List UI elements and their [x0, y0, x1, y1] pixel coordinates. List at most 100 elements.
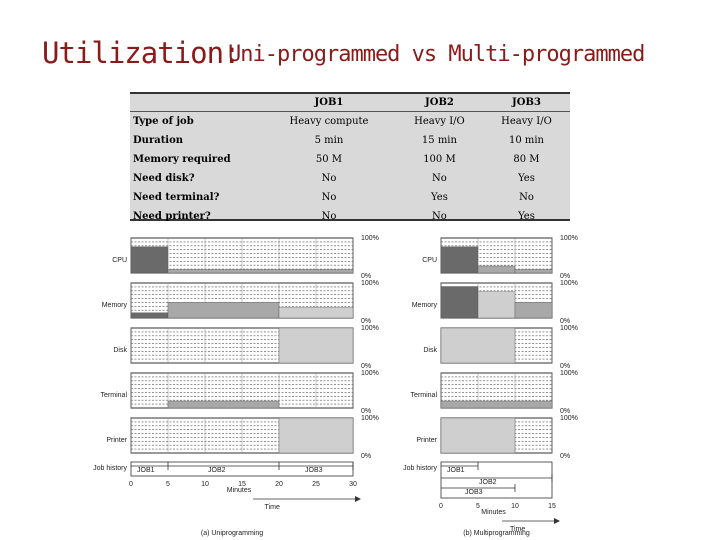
- table-cell: Heavy compute: [289, 116, 369, 127]
- percent-label-top: 100%: [560, 370, 578, 377]
- row-label: Need terminal?: [133, 192, 220, 203]
- multi-terminal-panel: Terminal 100% 0%: [411, 370, 578, 415]
- resource-label: Disk: [113, 347, 127, 354]
- percent-label-bottom: 0%: [560, 453, 570, 460]
- utilization-bar: [514, 302, 553, 319]
- percent-label-top: 100%: [560, 280, 578, 287]
- table-row: Type of job Heavy compute Heavy I/O Heav…: [130, 112, 570, 132]
- utilization-bar: [130, 246, 169, 274]
- table-cell: Heavy I/O: [501, 116, 552, 127]
- percent-label-bottom: 0%: [560, 408, 570, 415]
- utilization-bar: [440, 286, 479, 319]
- table-cell: 5 min: [314, 135, 344, 146]
- resource-label: Memory: [412, 302, 438, 309]
- job-history-label: Job history: [403, 465, 437, 472]
- row-label: Need printer?: [133, 211, 211, 222]
- table-cell: Yes: [518, 173, 535, 184]
- table-header: JOB1: [262, 94, 396, 112]
- table-cell: No: [432, 211, 447, 222]
- table-cell: Heavy I/O: [414, 116, 465, 127]
- table-cell: 50 M: [315, 154, 343, 165]
- uni-section: CPU100%0%Memory100%0%Disk100%0%Terminal1…: [93, 235, 379, 537]
- percent-label-top: 100%: [361, 235, 379, 242]
- table-row: Need printer? No No Yes: [130, 207, 570, 226]
- time-label: Time: [510, 526, 525, 533]
- table-header-row: JOB1 JOB2 JOB3: [130, 94, 570, 112]
- x-tick-label: 30: [349, 481, 357, 488]
- utilization-bar: [278, 307, 354, 319]
- panel-caption: (b) Multiprogramming: [463, 530, 530, 537]
- row-label: Memory required: [133, 154, 231, 165]
- table-cell: No: [321, 173, 337, 184]
- time-arrow-head: [355, 496, 361, 502]
- percent-label-bottom: 0%: [361, 273, 371, 280]
- x-axis-label: Minutes: [481, 509, 506, 516]
- percent-label-bottom: 0%: [560, 363, 570, 370]
- percent-label-top: 100%: [560, 235, 578, 242]
- resource-label: Terminal: [101, 392, 128, 399]
- utilization-bar: [440, 400, 553, 409]
- table-header: JOB2: [395, 94, 483, 112]
- x-tick-label: 10: [511, 503, 519, 510]
- table-row: Need disk? No No Yes: [130, 169, 570, 188]
- table-header: [130, 94, 262, 112]
- percent-label-bottom: 0%: [361, 408, 371, 415]
- utilization-bar: [514, 269, 553, 274]
- percent-label-bottom: 0%: [361, 453, 371, 460]
- job-table: JOB1 JOB2 JOB3 Type of job Heavy compute…: [130, 92, 570, 222]
- x-tick-label: 15: [548, 503, 556, 510]
- uni-printer-panel: Printer 100% 0%: [106, 415, 379, 460]
- x-tick-label: 0: [129, 481, 133, 488]
- table-cell: 10 min: [508, 135, 544, 146]
- resource-label: Printer: [106, 437, 127, 444]
- resource-label: Terminal: [411, 392, 438, 399]
- multi-printer-panel: Printer 100% 0%: [416, 415, 578, 460]
- job-history-label: Job history: [93, 465, 127, 472]
- table-cell: 100 M: [423, 154, 456, 165]
- resource-label: Memory: [102, 302, 128, 309]
- table-row: Need terminal? No Yes No: [130, 188, 570, 207]
- table-cell: Yes: [431, 192, 448, 203]
- slide-title: Utilization: Uni-programmed vs Multi-pro…: [0, 36, 720, 76]
- table-header: JOB3: [482, 94, 570, 112]
- uni-disk-panel: Disk 100% 0%: [113, 325, 379, 370]
- percent-label-top: 100%: [361, 415, 379, 422]
- utilization-bar: [278, 417, 354, 454]
- table-cell: Yes: [518, 211, 535, 222]
- x-tick-label: 5: [476, 503, 480, 510]
- x-axis-label: Minutes: [227, 487, 252, 494]
- job-label: JOB1: [137, 467, 155, 474]
- utilization-bar: [167, 400, 280, 409]
- utilization-bar: [167, 302, 280, 319]
- time-label: Time: [265, 504, 280, 511]
- job-label: JOB2: [479, 479, 497, 486]
- row-label: Need disk?: [133, 173, 195, 184]
- percent-label-top: 100%: [361, 280, 379, 287]
- multi-disk-panel: Disk 100% 0%: [423, 325, 578, 370]
- table-cell: No: [519, 192, 534, 203]
- table-cell: No: [321, 192, 337, 203]
- x-tick-label: 20: [275, 481, 283, 488]
- row-label: Type of job: [133, 116, 194, 127]
- uni-terminal-panel: Terminal 100% 0%: [101, 370, 379, 415]
- multi-memory-panel: Memory 100% 0%: [412, 280, 578, 325]
- utilization-bar: [130, 312, 169, 319]
- resource-label: CPU: [422, 257, 437, 264]
- percent-label-top: 100%: [560, 415, 578, 422]
- uni-memory-panel: Memory 100% 0%: [102, 280, 379, 325]
- table-cell: 80 M: [513, 154, 540, 165]
- utilization-bar: [477, 265, 516, 274]
- percent-label-top: 100%: [361, 370, 379, 377]
- title-sub: Uni-programmed vs Multi-programmed: [228, 42, 645, 67]
- title-main: Utilization:: [42, 36, 241, 70]
- x-tick-label: 25: [312, 481, 320, 488]
- job-label: JOB2: [208, 467, 226, 474]
- utilization-bar: [278, 327, 354, 364]
- table-cell: 15 min: [421, 135, 457, 146]
- table-row: Memory required 50 M 100 M 80 M: [130, 150, 570, 169]
- multi-cpu-panel: CPU 100% 0%: [422, 235, 578, 280]
- row-label: Duration: [133, 135, 184, 146]
- utilization-bar: [440, 246, 479, 274]
- time-arrow-head: [554, 518, 560, 524]
- job-label: JOB1: [447, 467, 465, 474]
